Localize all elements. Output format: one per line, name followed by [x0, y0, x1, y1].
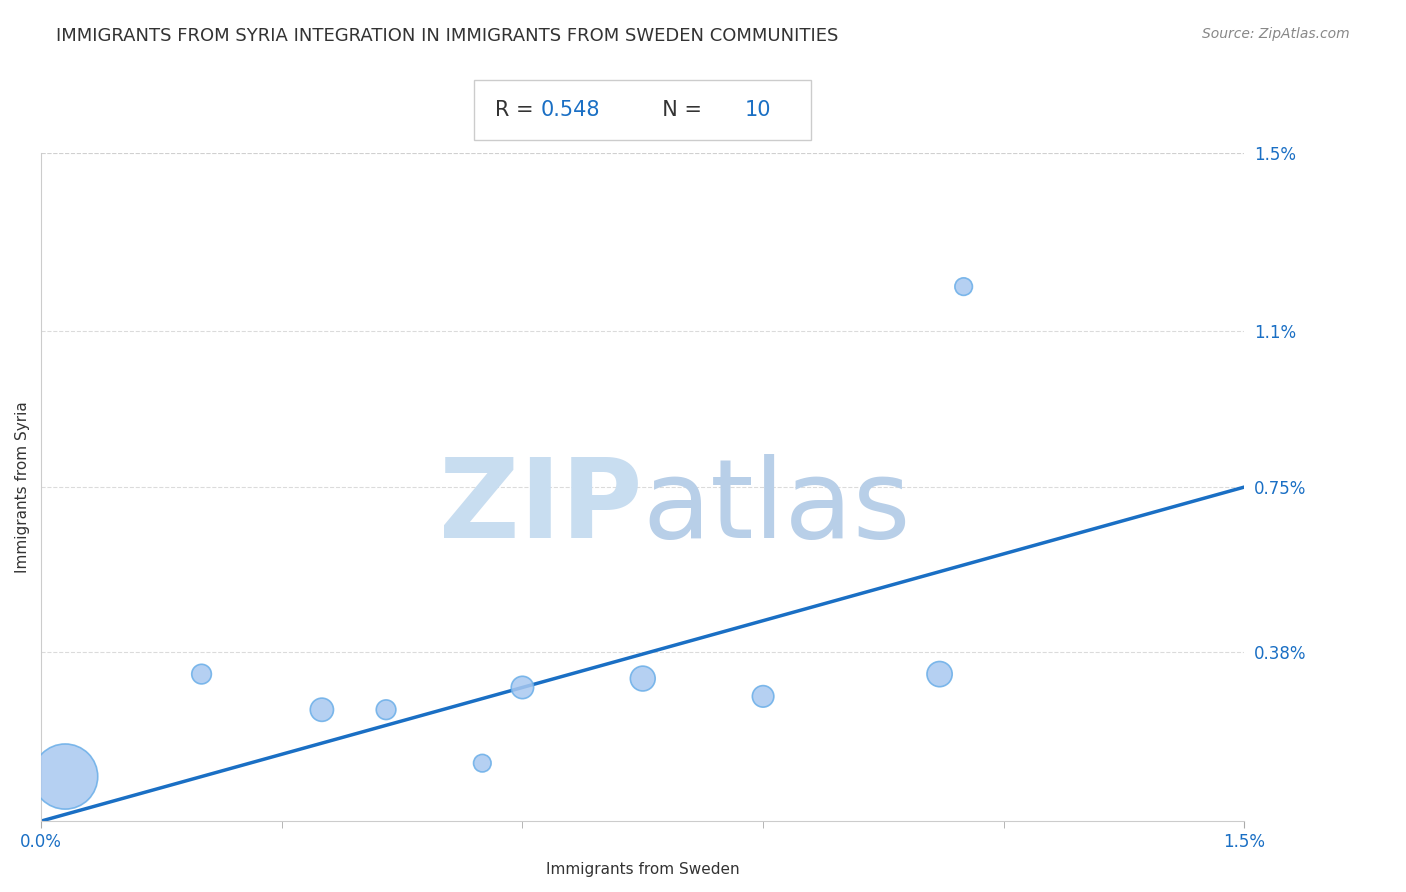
Point: [952, 279, 974, 293]
X-axis label: Immigrants from Sweden: Immigrants from Sweden: [546, 862, 740, 877]
Point: [512, 681, 534, 695]
Text: Source: ZipAtlas.com: Source: ZipAtlas.com: [1202, 27, 1350, 41]
Text: ZIP: ZIP: [440, 453, 643, 560]
Point: [631, 672, 654, 686]
Text: IMMIGRANTS FROM SYRIA INTEGRATION IN IMMIGRANTS FROM SWEDEN COMMUNITIES: IMMIGRANTS FROM SYRIA INTEGRATION IN IMM…: [56, 27, 838, 45]
Text: 10: 10: [745, 100, 772, 120]
Text: 0.548: 0.548: [540, 100, 600, 120]
Text: atlas: atlas: [643, 453, 911, 560]
Y-axis label: Immigrants from Syria: Immigrants from Syria: [15, 401, 30, 573]
Point: [190, 667, 212, 681]
Point: [471, 756, 494, 771]
FancyBboxPatch shape: [474, 79, 811, 140]
Point: [752, 690, 775, 704]
Point: [928, 667, 950, 681]
Point: [375, 703, 398, 717]
Point: [53, 770, 76, 784]
Text: R =: R =: [495, 100, 540, 120]
Text: N =: N =: [648, 100, 709, 120]
Point: [311, 703, 333, 717]
